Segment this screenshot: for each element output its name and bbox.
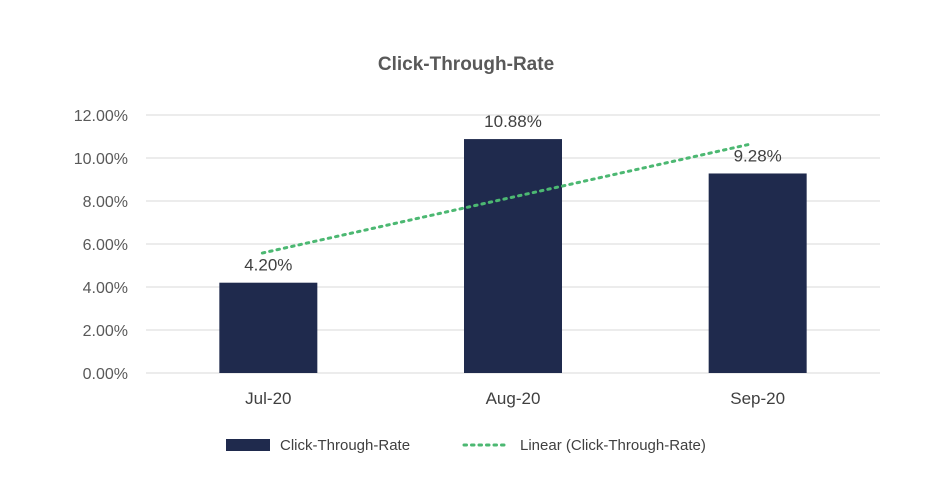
bar (708, 173, 807, 373)
legend-label-click-through-rate: Click-Through-Rate (280, 437, 410, 454)
y-tick-label: 6.00% (83, 237, 128, 254)
legend: Click-Through-Rate Linear (Click-Through… (226, 437, 706, 454)
data-labels: 4.20% 10.88% 9.28% (244, 112, 782, 275)
x-category-label: Aug-20 (486, 389, 541, 408)
legend-label-linear-trendline: Linear (Click-Through-Rate) (520, 437, 706, 454)
bars (219, 139, 807, 373)
bar (219, 282, 318, 373)
y-axis-ticks: 0.00% 2.00% 4.00% 6.00% 8.00% 10.00% 12.00% (74, 108, 128, 383)
x-category-label: Jul-20 (245, 389, 291, 408)
x-axis-categories: Jul-20 Aug-20 Sep-20 (245, 389, 785, 408)
data-label: 10.88% (484, 112, 542, 131)
data-label: 4.20% (244, 256, 292, 275)
trendline (260, 142, 754, 255)
trendline-linear (260, 142, 754, 255)
y-tick-label: 4.00% (83, 280, 128, 297)
data-label: 9.28% (734, 146, 782, 165)
y-tick-label: 2.00% (83, 323, 128, 340)
y-tick-label: 12.00% (74, 108, 128, 125)
y-tick-label: 10.00% (74, 151, 128, 168)
y-tick-label: 8.00% (83, 194, 128, 211)
y-tick-label: 0.00% (83, 366, 128, 383)
chart-title: Click-Through-Rate (378, 54, 554, 75)
x-category-label: Sep-20 (730, 389, 785, 408)
bar (464, 139, 562, 373)
legend-swatch-click-through-rate (226, 439, 270, 451)
